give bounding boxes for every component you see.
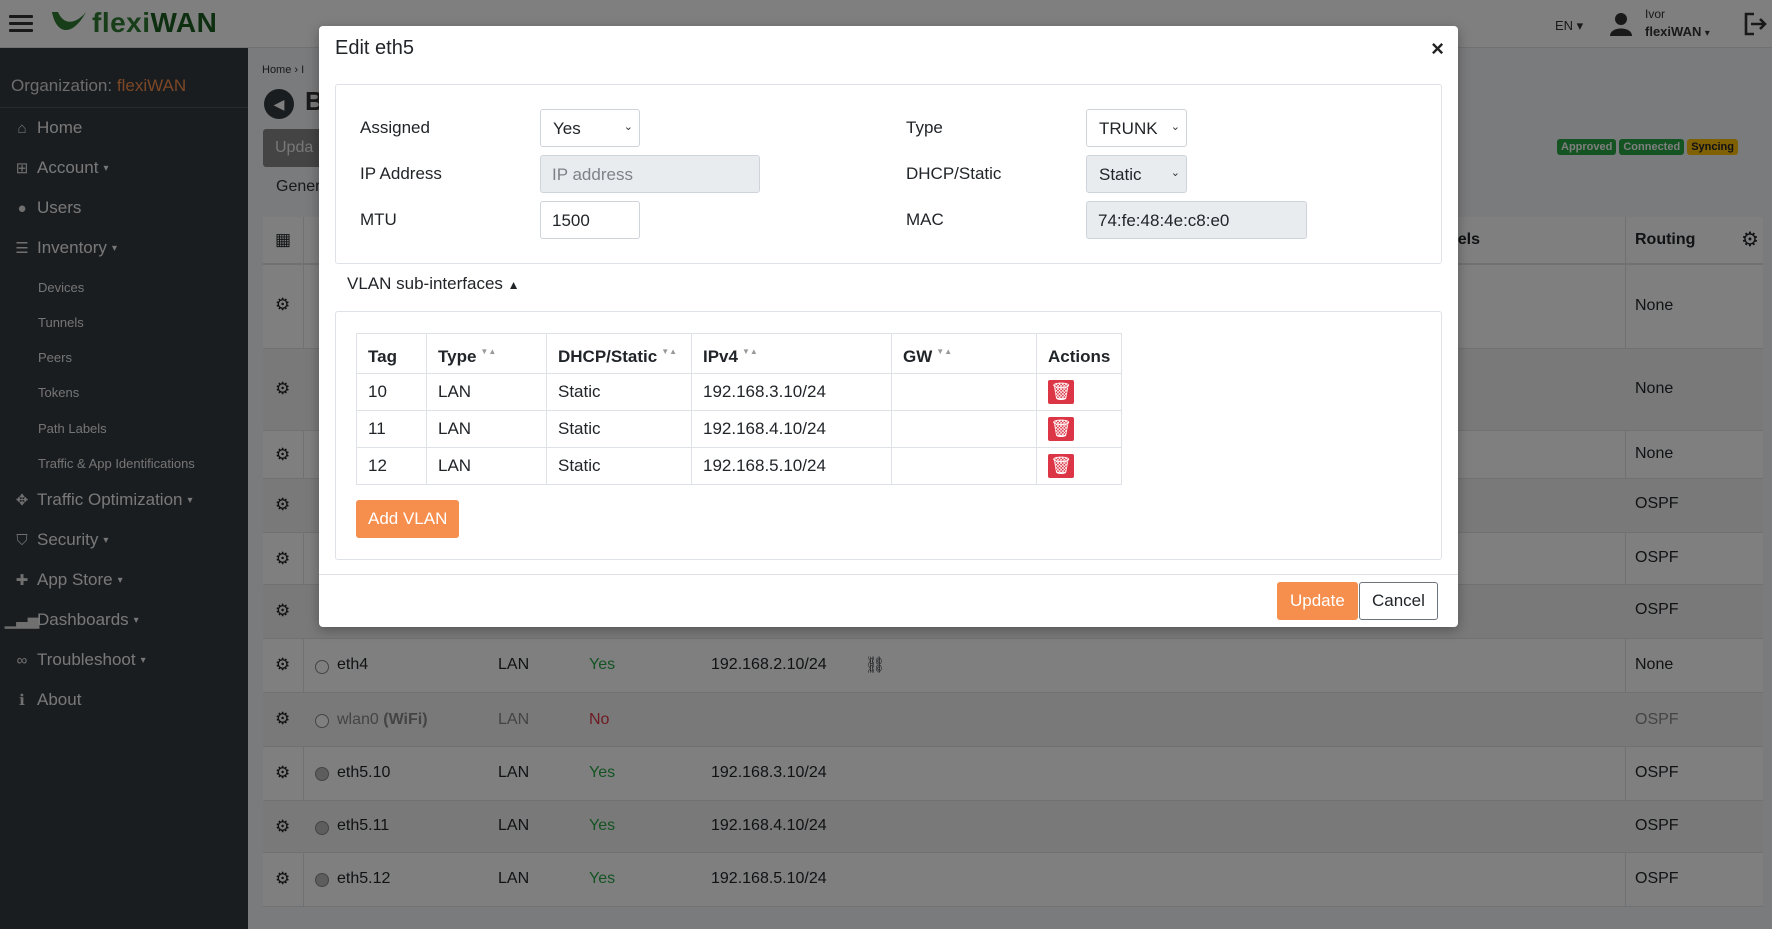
modal-title: Edit eth5 xyxy=(335,37,414,59)
chevron-down-icon: ⌄ xyxy=(1170,121,1180,133)
chevron-down-icon: ⌄ xyxy=(1170,167,1180,179)
sort-icon[interactable]: ▼▲ xyxy=(741,346,758,356)
vlan-panel: Tag Type ▼▲ DHCP/Static ▼▲ IPv4 ▼▲ GW ▼▲ Act… xyxy=(335,311,1442,560)
update-button[interactable]: Update xyxy=(1277,582,1358,620)
mac-label: MAC xyxy=(906,210,944,229)
modal-footer xyxy=(319,574,1458,627)
ip-address-input[interactable]: IP address xyxy=(540,155,760,193)
interface-settings-panel: Assigned Yes ⌄ Type TRUNK ⌄ IP Address IP … xyxy=(335,84,1442,264)
edit-interface-modal: Edit eth5 × Assigned Yes ⌄ Type TRUNK ⌄ IP… xyxy=(319,26,1458,627)
sort-icon[interactable]: ▼▲ xyxy=(480,346,497,356)
delete-trash-icon[interactable]: 🗑 xyxy=(1048,454,1074,478)
vlan-table: Tag Type ▼▲ DHCP/Static ▼▲ IPv4 ▼▲ GW ▼▲ Act… xyxy=(356,333,1123,485)
column-header-tag[interactable]: Tag xyxy=(356,333,427,374)
delete-trash-icon[interactable]: 🗑 xyxy=(1048,380,1074,404)
dhcp-static-select[interactable]: Static ⌄ xyxy=(1086,155,1187,193)
column-header-ipv4[interactable]: IPv4 ▼▲ xyxy=(691,333,892,374)
vlan-sub-interfaces-toggle[interactable]: VLAN sub-interfaces ▲ xyxy=(347,274,520,293)
column-header-actions: Actions xyxy=(1035,333,1123,374)
assigned-select[interactable]: Yes ⌄ xyxy=(540,109,640,147)
table-row[interactable]: 11 LAN Static 192.168.4.10/24 🗑 xyxy=(356,410,1123,448)
sort-icon[interactable]: ▼▲ xyxy=(936,346,953,356)
type-select[interactable]: TRUNK ⌄ xyxy=(1086,109,1187,147)
delete-trash-icon[interactable]: 🗑 xyxy=(1048,417,1074,441)
ip-address-label: IP Address xyxy=(360,164,442,183)
sort-icon[interactable]: ▼▲ xyxy=(661,346,678,356)
column-header-dhcp-static[interactable]: DHCP/Static ▼▲ xyxy=(546,333,692,374)
column-header-type[interactable]: Type ▼▲ xyxy=(426,333,547,374)
column-header-gw[interactable]: GW ▼▲ xyxy=(891,333,1037,374)
dhcp-static-label: DHCP/Static xyxy=(906,164,1002,183)
caret-up-icon: ▲ xyxy=(507,278,520,292)
cancel-button[interactable]: Cancel xyxy=(1359,582,1438,620)
table-row[interactable]: 12 LAN Static 192.168.5.10/24 🗑 xyxy=(356,447,1123,485)
mac-input[interactable]: 74:fe:48:4e:c8:e0 xyxy=(1086,201,1307,239)
mtu-label: MTU xyxy=(360,210,397,229)
type-label: Type xyxy=(906,118,943,137)
assigned-label: Assigned xyxy=(360,118,430,137)
mtu-input[interactable]: 1500 xyxy=(540,201,640,239)
add-vlan-button[interactable]: Add VLAN xyxy=(356,500,460,538)
chevron-down-icon: ⌄ xyxy=(623,121,633,133)
close-icon[interactable]: × xyxy=(1431,36,1444,61)
table-row[interactable]: 10 LAN Static 192.168.3.10/24 🗑 xyxy=(356,373,1123,411)
